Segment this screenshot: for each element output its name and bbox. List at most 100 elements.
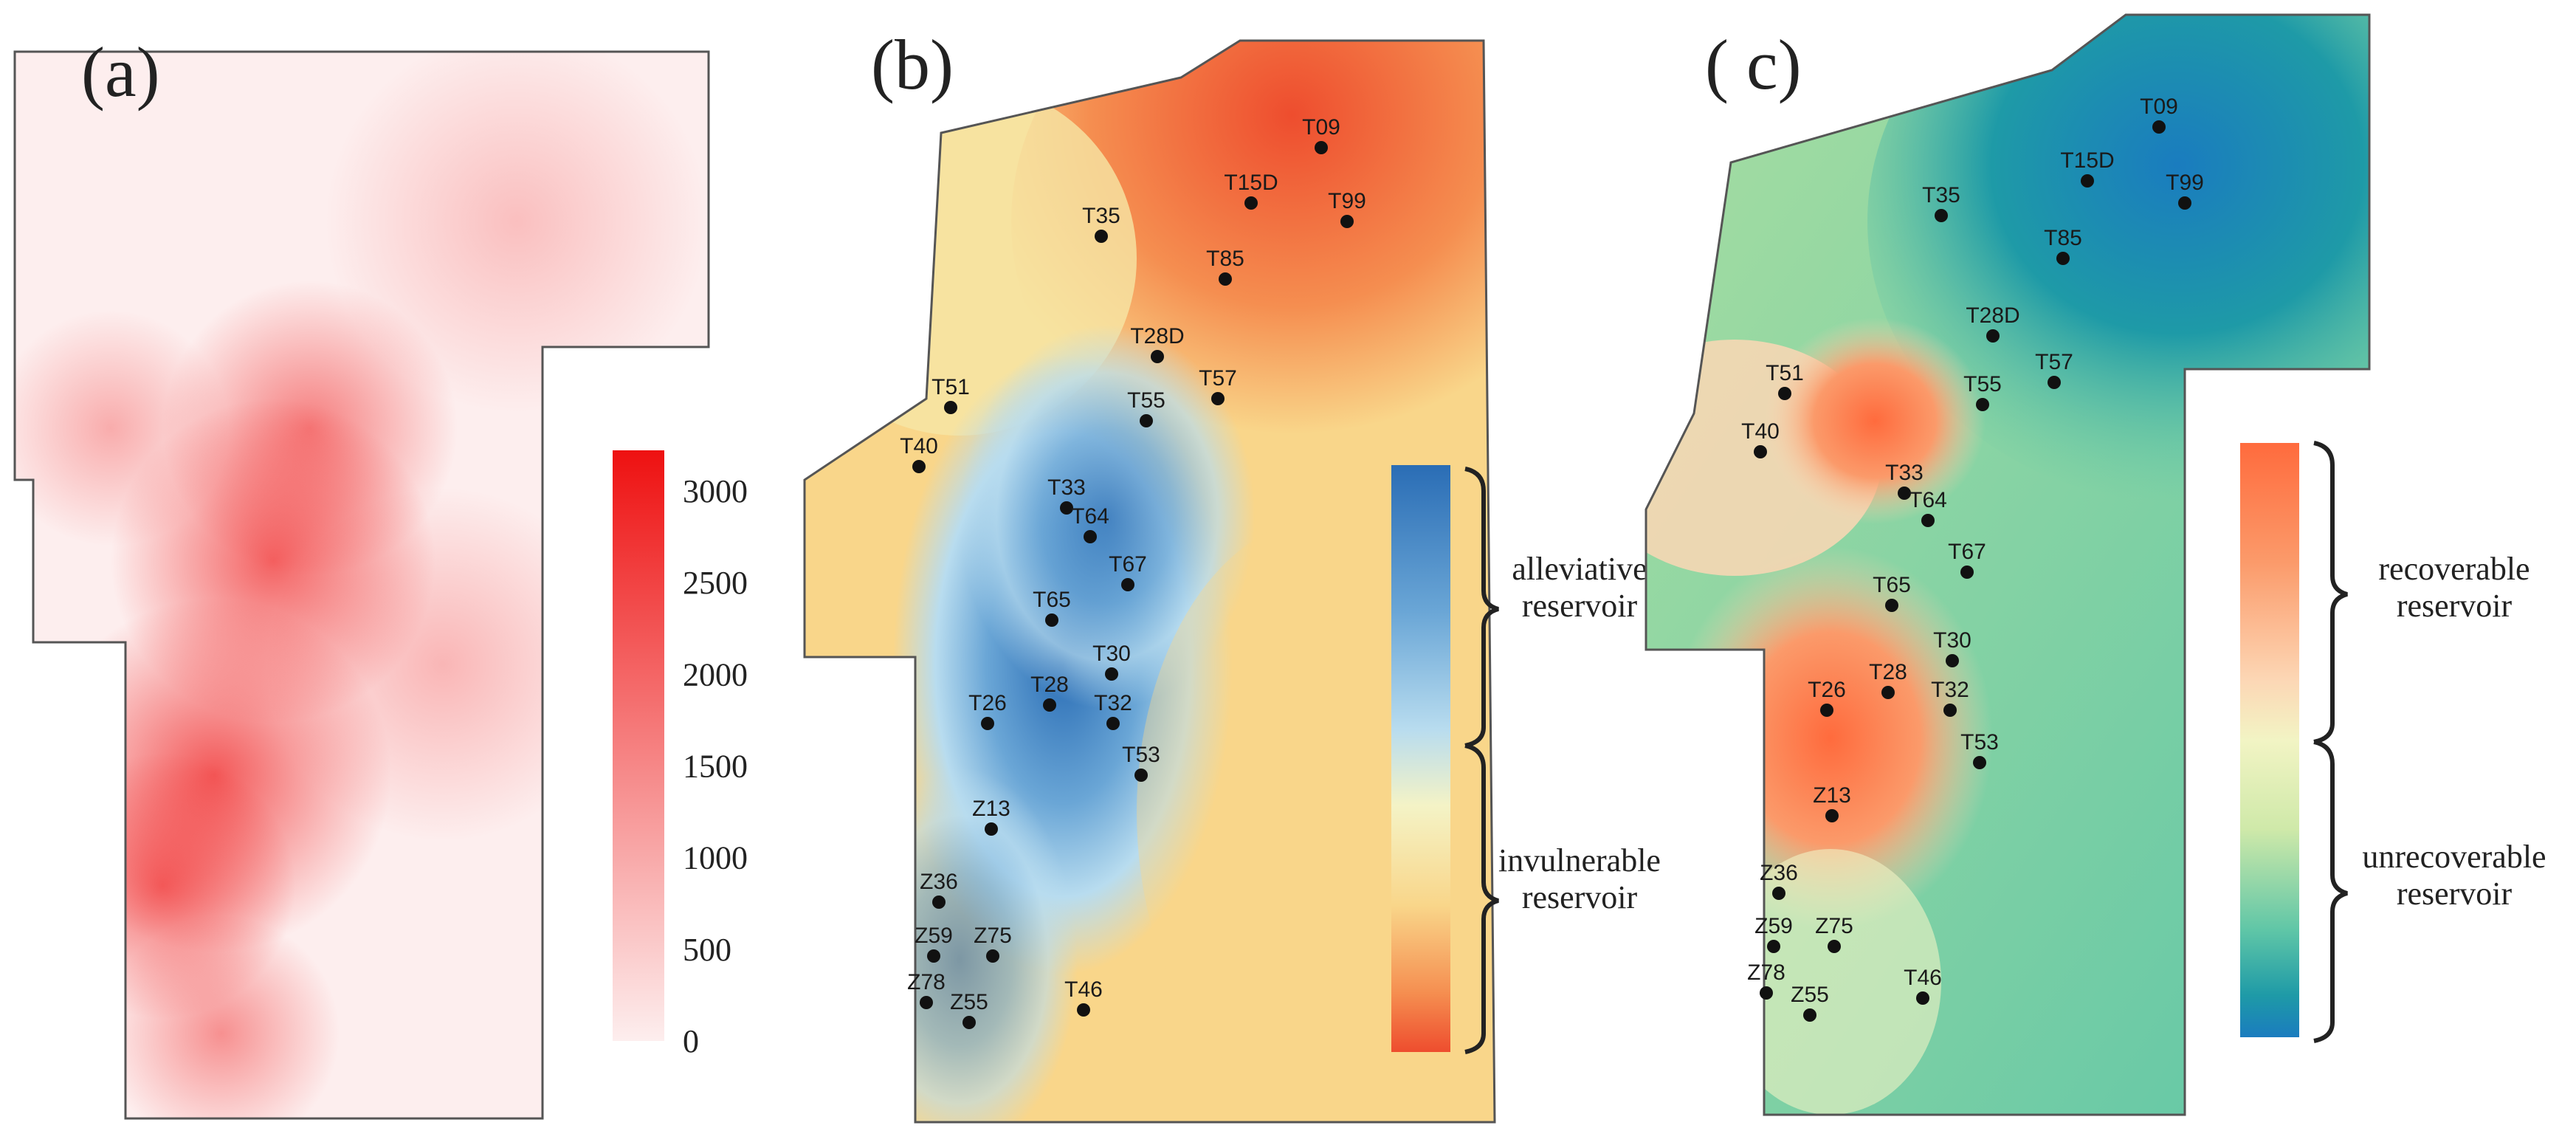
well-marker (985, 822, 998, 836)
legend-b-lower-label-1: invulnerable (1498, 842, 1661, 879)
well-label: T15D (2060, 148, 2114, 173)
well-marker (986, 949, 999, 963)
well-t46: T46 (1904, 966, 1942, 1005)
well-marker (2081, 174, 2094, 188)
well-t67: T67 (1948, 540, 1986, 579)
well-marker (1986, 329, 2000, 343)
legend-a-tick-label: 500 (683, 932, 731, 968)
legend-c-lower-label-2: reservoir (2397, 876, 2513, 912)
well-marker (912, 460, 926, 473)
legend-a-tick-label: 0 (683, 1023, 699, 1059)
well-label: T40 (900, 434, 938, 458)
well-z13: Z13 (1813, 783, 1851, 822)
well-t40: T40 (1741, 419, 1780, 458)
well-z75: Z75 (974, 924, 1012, 963)
well-marker (1960, 566, 1974, 579)
well-marker (1778, 387, 1791, 400)
well-t32: T32 (1931, 678, 1969, 717)
well-z59: Z59 (915, 924, 953, 963)
legend-b-lower-brace (1464, 743, 1499, 1054)
well-marker (1244, 196, 1258, 210)
well-label: Z36 (920, 870, 958, 894)
well-marker (944, 401, 957, 414)
legend-b-upper-brace (1464, 467, 1499, 748)
well-marker (927, 949, 940, 963)
legend-b-lower-label-2: reservoir (1522, 879, 1638, 915)
legend-c-upper-label-1: recoverable (2378, 551, 2529, 587)
well-marker (1943, 704, 1957, 717)
well-t55: T55 (1963, 372, 2002, 411)
legend-c-upper-label-2: reservoir (2397, 588, 2513, 624)
well-label: T28D (1130, 324, 1184, 348)
panel-b: (b) T09 T15D T99 T35 T85 T28D T51 T57 T55 T40 T33 T… (803, 25, 1661, 1124)
well-label: Z59 (1754, 914, 1793, 938)
well-marker (1106, 717, 1120, 730)
well-label: T46 (1064, 977, 1103, 1002)
well-marker (1820, 704, 1833, 717)
well-marker (1121, 578, 1134, 591)
legend-a-colorbar (613, 450, 664, 1041)
well-label: Z36 (1760, 861, 1798, 885)
well-label: T99 (1328, 189, 1366, 213)
well-label: T51 (931, 375, 970, 399)
legend-b-upper-label-2: reservoir (1522, 588, 1638, 624)
well-marker (1803, 1008, 1816, 1022)
well-label: Z75 (1815, 914, 1853, 938)
well-label: T55 (1963, 372, 2002, 396)
well-marker (1772, 887, 1785, 900)
well-label: T53 (1960, 730, 1999, 754)
well-label: T33 (1047, 475, 1086, 500)
well-label: Z13 (1813, 783, 1851, 808)
well-marker (1825, 809, 1839, 822)
well-marker (1935, 209, 1948, 222)
well-z75: Z75 (1815, 914, 1853, 953)
well-t57: T57 (2035, 350, 2073, 389)
well-t28d: T28D (1966, 303, 2020, 343)
well-marker (1140, 414, 1153, 427)
well-t28d: T28D (1130, 324, 1185, 363)
well-marker (1885, 599, 1898, 612)
legend-b-upper-label-1: alleviative (1512, 551, 1647, 587)
legend-c-lower-brace (2313, 740, 2348, 1043)
well-label: T30 (1933, 628, 1971, 653)
panel-c-label: ( c) (1705, 25, 1802, 104)
well-label: Z55 (950, 990, 988, 1014)
legend-a-tick-label: 2500 (683, 565, 748, 601)
legend-b: alleviative reservoir invulnerable reser… (1391, 465, 1661, 1054)
legend-b-colorbar (1391, 465, 1450, 1052)
well-marker (1973, 756, 1986, 769)
well-marker (2048, 376, 2061, 389)
well-marker (1060, 501, 1073, 515)
well-label: T26 (968, 691, 1007, 715)
well-label: T65 (1033, 588, 1071, 612)
panel-a: (a) 3000 2500 2000 1500 1000 500 0 (13, 32, 748, 1120)
well-label: T64 (1071, 504, 1109, 529)
well-z55: Z55 (1791, 983, 1829, 1022)
well-label: Z59 (915, 924, 953, 948)
well-label: T09 (2140, 94, 2178, 119)
well-t65: T65 (1873, 573, 1911, 612)
panel-b-label: (b) (871, 25, 954, 104)
well-t57: T57 (1199, 366, 1237, 405)
well-t51: T51 (1766, 361, 1804, 400)
legend-a-tick-label: 2000 (683, 656, 748, 692)
wells-c: T09 T15D T99 T35 T85 T28D T51 T57 T55 T40 T33 T64 T6… (1741, 94, 2204, 1022)
well-t64: T64 (1909, 488, 1947, 527)
legend-a-ticks: 3000 2500 2000 1500 1000 500 0 (683, 473, 748, 1059)
legend-c-lower-label-1: unrecoverable (2362, 839, 2546, 875)
well-z36: Z36 (1760, 861, 1798, 900)
well-label: T33 (1885, 461, 1924, 485)
well-marker (1828, 940, 1841, 953)
well-label: T35 (1922, 183, 1960, 207)
well-marker (1340, 215, 1354, 228)
well-marker (2178, 196, 2191, 210)
well-label: T51 (1766, 361, 1804, 385)
well-t40: T40 (900, 434, 938, 473)
well-label: T67 (1109, 552, 1147, 577)
well-t53: T53 (1122, 743, 1160, 782)
well-marker (1898, 487, 1911, 500)
well-t53: T53 (1960, 730, 1999, 769)
legend-c-colorbar (2240, 443, 2299, 1037)
